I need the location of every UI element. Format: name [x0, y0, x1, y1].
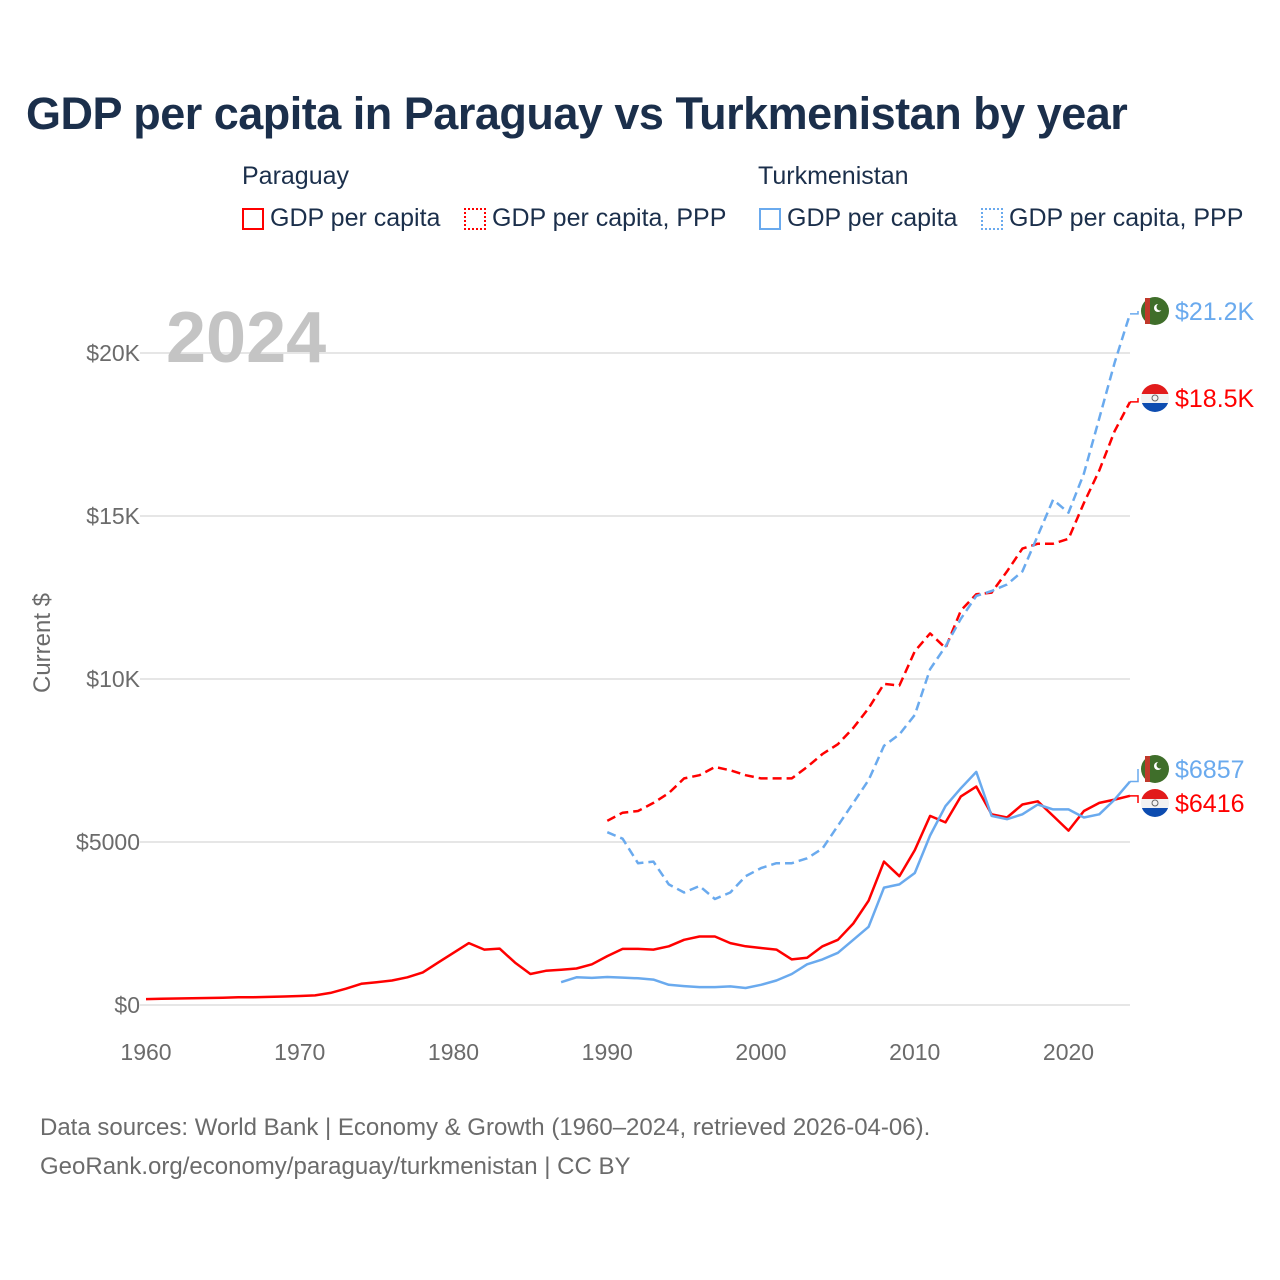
legend-label: GDP per capita	[270, 204, 441, 232]
end-value-label: $6857	[1175, 756, 1245, 784]
legend-label: GDP per capita, PPP	[492, 204, 727, 232]
y-tick-label: $0	[114, 992, 140, 1018]
year-watermark: 2024	[166, 298, 326, 378]
paraguay-flag-icon	[1141, 384, 1169, 412]
legend-swatch	[242, 207, 264, 230]
legend-turkmenistan-ppp[interactable]: GDP per capita, PPP	[981, 204, 1243, 233]
x-tick-label: 1970	[274, 1039, 325, 1065]
end-connector	[1130, 795, 1139, 803]
end-value-label: $21.2K	[1175, 298, 1255, 326]
series-line-0	[145, 785, 1131, 1001]
end-connector	[1130, 311, 1139, 315]
turkmenistan-flag-icon	[1141, 297, 1169, 325]
legend-paraguay-ppp[interactable]: GDP per capita, PPP	[464, 204, 726, 233]
chart-title: GDP per capita in Paraguay vs Turkmenist…	[26, 88, 1128, 139]
end-connector	[1130, 398, 1139, 403]
x-tick-label: 2000	[735, 1039, 786, 1065]
legend-paraguay-gdp[interactable]: GDP per capita	[242, 204, 440, 233]
legend-label: GDP per capita, PPP	[1009, 204, 1244, 232]
end-connector	[1130, 769, 1139, 783]
legend-swatch	[759, 207, 781, 230]
legend-group-turkmenistan: Turkmenistan	[758, 162, 909, 190]
y-axis-label: Current $	[29, 593, 56, 693]
y-tick-label: $20K	[86, 340, 140, 366]
x-tick-label: 1980	[428, 1039, 479, 1065]
paraguay-flag-icon	[1141, 789, 1169, 817]
x-tick-label: 2020	[1043, 1039, 1094, 1065]
legend-swatch	[464, 207, 486, 230]
series-line-1	[606, 401, 1132, 822]
source-line-1: Data sources: World Bank | Economy & Gro…	[40, 1114, 931, 1141]
x-tick-label: 1990	[582, 1039, 633, 1065]
series-line-3	[606, 313, 1132, 901]
legend-swatch	[981, 207, 1003, 230]
x-tick-label: 2010	[889, 1039, 940, 1065]
legend-turkmenistan-gdp[interactable]: GDP per capita	[759, 204, 957, 233]
legend-group-paraguay: Paraguay	[242, 162, 350, 190]
y-tick-label: $5000	[76, 829, 140, 855]
end-value-label: $6416	[1175, 790, 1245, 818]
turkmenistan-flag-icon	[1141, 755, 1169, 783]
legend-label: GDP per capita	[787, 204, 958, 232]
y-tick-label: $15K	[86, 503, 140, 529]
series-line-2	[560, 770, 1131, 990]
source-note: Data sources: World Bank | Economy & Gro…	[40, 1108, 930, 1186]
x-tick-label: 1960	[120, 1039, 171, 1065]
y-tick-label: $10K	[86, 666, 140, 692]
source-line-2[interactable]: GeoRank.org/economy/paraguay/turkmenista…	[40, 1153, 631, 1180]
end-value-label: $18.5K	[1175, 385, 1255, 413]
